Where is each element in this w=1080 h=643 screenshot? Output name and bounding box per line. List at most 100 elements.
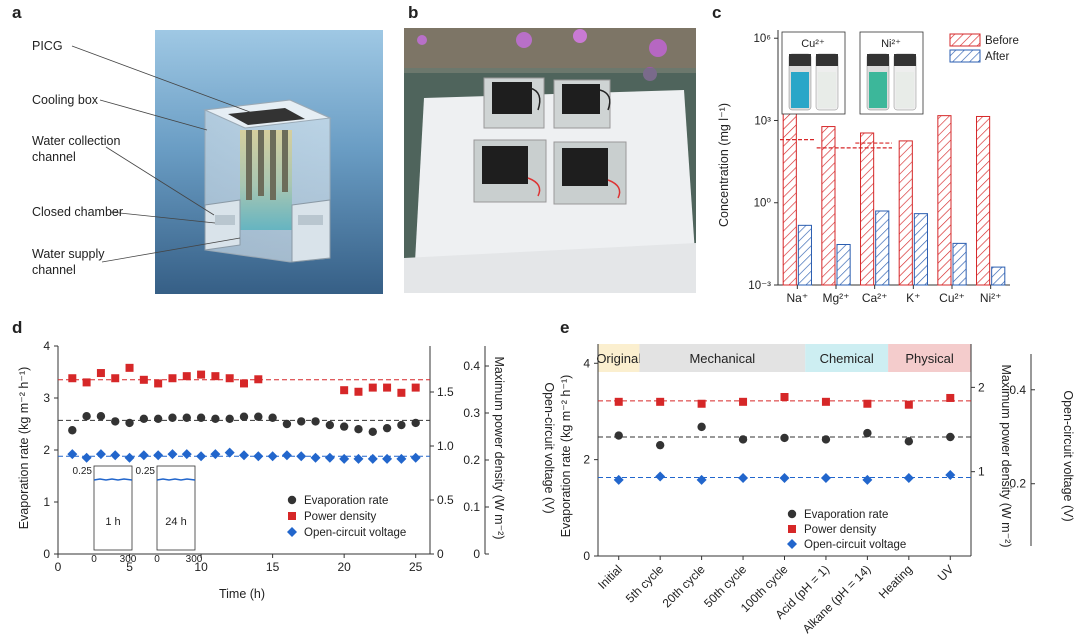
d-point <box>125 418 134 428</box>
c-y-tick-label: 10⁰ <box>754 198 772 210</box>
panel-label-a: a <box>12 3 22 22</box>
d-y2-tick-label: 0.5 <box>437 493 454 507</box>
e-point <box>614 431 623 440</box>
panel-b-photo <box>404 28 696 293</box>
e-y-tick-label: 2 <box>583 453 590 467</box>
d-inset-24h-label: 24 h <box>165 516 186 528</box>
d-y3-axis-label: Open-circuit voltage (V) <box>542 382 556 513</box>
d-point <box>297 417 306 426</box>
e-point <box>946 432 955 442</box>
d-point <box>353 453 364 464</box>
d-x-tick-label: 25 <box>409 560 423 574</box>
e-point <box>904 400 913 409</box>
d-point <box>382 453 393 464</box>
d-y-tick-label: 3 <box>43 391 50 405</box>
d-point <box>111 374 120 383</box>
d-legend-marker <box>287 495 297 505</box>
panel-a-schematic: PICG Cooling box Water collection channel… <box>32 30 383 294</box>
d-legend-label: Open-circuit voltage <box>304 527 406 539</box>
c-bar-before <box>782 106 797 286</box>
e-x-tick-label: Initial <box>595 562 625 592</box>
c-inset-ni-label: Ni²⁺ <box>881 38 901 50</box>
e-x-tick-label: 20th cycle <box>660 562 708 610</box>
d-point <box>211 372 220 381</box>
panel-label-d: d <box>12 318 23 337</box>
e-point <box>780 393 789 401</box>
d-inset-1h-ytick: 0.25 <box>73 466 93 477</box>
e-legend-label: Evaporation rate <box>804 509 888 521</box>
d-point <box>382 423 392 433</box>
e-legend-marker <box>787 509 797 519</box>
d-y-axis-label: Evaporation rate (kg m⁻² h⁻¹) <box>17 367 31 530</box>
c-bar-after <box>836 243 851 286</box>
d-point <box>368 383 377 392</box>
d-point <box>296 451 307 462</box>
d-point <box>182 413 191 422</box>
d-point <box>239 412 249 421</box>
c-bar-after <box>991 266 1006 286</box>
c-legend: Before After <box>949 33 1019 63</box>
d-point <box>368 427 377 436</box>
chart-e: Evaporation rate (kg m⁻² h⁻¹) Maximum po… <box>559 344 1075 636</box>
e-legend: Evaporation rate Power density Open-circui… <box>787 509 906 551</box>
d-y2-tick-label: 0 <box>437 547 444 561</box>
d-y3-tick-label: 0.1 <box>463 500 480 514</box>
c-y-tick-label: 10³ <box>754 115 771 127</box>
e-legend-label: Power density <box>804 524 876 536</box>
d-inset-24h-xtick-1: 300 <box>186 554 203 565</box>
d-point <box>339 422 349 431</box>
e-legend-marker <box>787 539 797 549</box>
c-legend-before: Before <box>985 35 1019 47</box>
label-closed-chamber: Closed chamber <box>32 205 123 219</box>
d-point <box>167 449 178 460</box>
e-group-label: Physical <box>905 351 954 366</box>
d-legend-marker <box>288 512 296 520</box>
d-point <box>95 449 106 460</box>
e-group-band <box>598 344 640 372</box>
c-x-tick-label: Ca²⁺ <box>862 291 888 305</box>
d-point <box>82 378 91 387</box>
e-x-tick-label: Heating <box>876 562 915 601</box>
d-point <box>196 413 206 422</box>
c-x-tick-label: K⁺ <box>906 291 920 305</box>
d-y2-axis-label: Maximum power density (W m⁻²) <box>492 356 506 539</box>
e-group-label: Original <box>596 351 641 366</box>
d-point <box>168 374 177 383</box>
e-y-tick-label: 4 <box>583 356 590 370</box>
e-y-tick-label: 0 <box>583 549 590 563</box>
d-x-tick-label: 20 <box>337 560 351 574</box>
d-y-tick-label: 0 <box>43 547 50 561</box>
chart-d: Evaporation rate (kg m⁻² h⁻¹) Maximum po… <box>17 339 556 601</box>
d-point <box>154 379 163 388</box>
e-group-band <box>639 344 806 372</box>
d-inset-24h-ytick: 0.25 <box>136 466 156 477</box>
e-group-label: Mechanical <box>689 351 755 366</box>
c-legend-after: After <box>985 51 1009 63</box>
e-point <box>821 435 831 444</box>
d-inset-1h-xtick-1: 300 <box>120 554 137 565</box>
d-point <box>182 372 191 381</box>
e-point <box>739 397 748 406</box>
d-x-tick-label: 0 <box>55 560 62 574</box>
d-point <box>210 449 221 460</box>
c-bar-after <box>797 224 812 286</box>
e-point <box>862 474 873 485</box>
d-point <box>68 374 77 383</box>
c-bar-after <box>913 213 928 286</box>
d-point <box>239 450 249 461</box>
e-point <box>697 399 706 408</box>
d-legend-label: Evaporation rate <box>304 495 388 507</box>
c-inset-cu-label: Cu²⁺ <box>801 38 825 50</box>
panel-label-e: e <box>560 318 570 337</box>
d-point <box>168 413 177 422</box>
c-x-tick-label: Na⁺ <box>786 291 808 305</box>
d-point <box>340 386 349 395</box>
c-bar-before <box>860 132 875 286</box>
panel-label-c: c <box>712 3 722 22</box>
d-point <box>111 417 120 426</box>
d-inset-24h: 0.25 24 h 0 300 <box>136 465 203 565</box>
d-point <box>224 447 235 458</box>
d-point <box>311 417 320 426</box>
label-water-collection: Water collection channel <box>32 134 121 164</box>
c-bar-before <box>937 115 952 286</box>
